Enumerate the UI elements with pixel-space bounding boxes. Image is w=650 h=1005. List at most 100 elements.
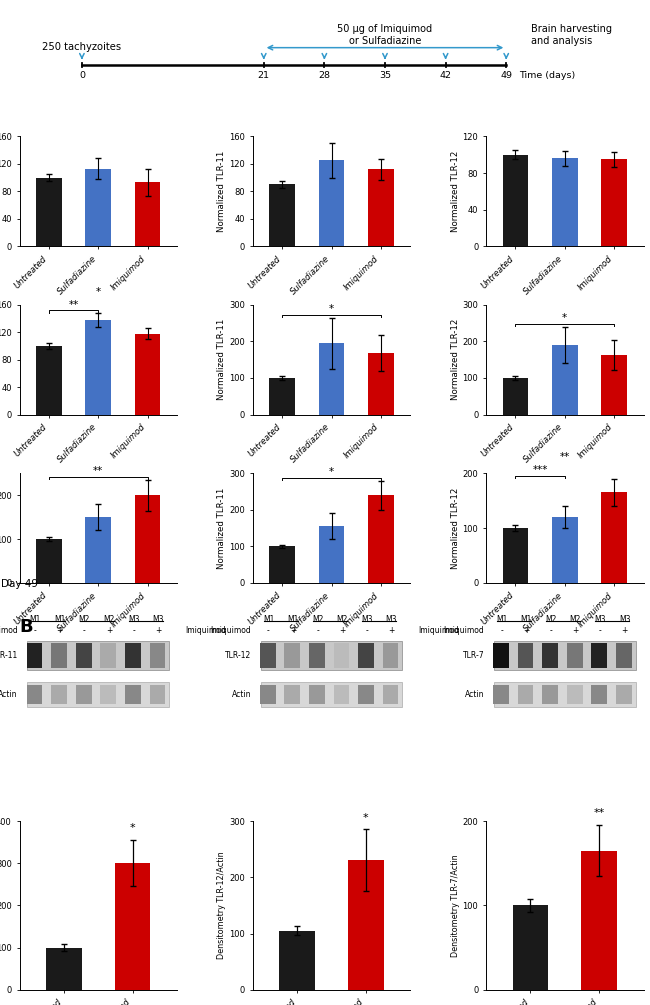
Bar	[502, 155, 528, 246]
Bar	[261, 682, 402, 707]
Text: M3: M3	[594, 615, 606, 624]
Text: M3: M3	[361, 615, 372, 624]
Bar	[86, 518, 111, 583]
Bar	[348, 860, 383, 990]
Bar	[27, 643, 42, 667]
Text: 28: 28	[318, 70, 330, 79]
Text: Imiquimod: Imiquimod	[0, 626, 18, 635]
Text: -: -	[267, 626, 270, 635]
Bar	[567, 684, 582, 705]
Bar	[36, 178, 62, 246]
Text: +: +	[155, 626, 161, 635]
Bar	[581, 850, 617, 990]
Bar	[493, 643, 509, 667]
Text: +: +	[621, 626, 628, 635]
Text: TLR-11: TLR-11	[0, 651, 18, 660]
Text: Actin: Actin	[0, 690, 18, 699]
Bar	[36, 539, 62, 583]
Bar	[383, 684, 398, 705]
Text: M1: M1	[287, 615, 299, 624]
Text: Actin: Actin	[231, 690, 251, 699]
Text: M2: M2	[570, 615, 581, 624]
Text: +: +	[388, 626, 395, 635]
Text: +: +	[523, 626, 530, 635]
Text: 250 tachyzoites: 250 tachyzoites	[42, 42, 122, 52]
Bar	[27, 641, 169, 670]
Text: *: *	[130, 823, 135, 833]
Bar	[125, 684, 140, 705]
Text: +: +	[290, 626, 296, 635]
Text: **: **	[68, 299, 79, 310]
Bar	[502, 378, 528, 414]
Bar	[601, 160, 627, 246]
Y-axis label: Densitometry TLR-12/Actin: Densitometry TLR-12/Actin	[217, 851, 226, 960]
Text: Imiquimod: Imiquimod	[418, 626, 459, 635]
Bar	[51, 643, 67, 667]
Bar	[27, 682, 169, 707]
Text: 50 μg of Imiquimod
or Sulfadiazine: 50 μg of Imiquimod or Sulfadiazine	[337, 24, 432, 46]
Y-axis label: Normalized TLR-12: Normalized TLR-12	[450, 487, 460, 569]
Bar	[100, 643, 116, 667]
Bar	[27, 684, 42, 705]
Text: -: -	[317, 626, 319, 635]
Text: TLR-7: TLR-7	[463, 651, 484, 660]
Text: 35: 35	[379, 70, 391, 79]
Bar	[616, 643, 632, 667]
Bar	[383, 643, 398, 667]
Bar	[125, 643, 140, 667]
Text: M2: M2	[103, 615, 114, 624]
Text: M1: M1	[54, 615, 66, 624]
Text: TLR-12: TLR-12	[225, 651, 251, 660]
Bar	[358, 643, 374, 667]
Text: M1: M1	[29, 615, 41, 624]
Bar	[494, 682, 636, 707]
Bar	[76, 643, 92, 667]
Text: -: -	[365, 626, 368, 635]
Text: 42: 42	[439, 70, 452, 79]
Bar	[135, 334, 161, 414]
Y-axis label: Normalized TLR-11: Normalized TLR-11	[217, 487, 226, 569]
Bar	[285, 643, 300, 667]
Text: M3: M3	[152, 615, 164, 624]
Bar	[502, 528, 528, 583]
Bar	[368, 170, 393, 246]
Text: -: -	[500, 626, 503, 635]
Bar	[493, 684, 509, 705]
Bar	[494, 641, 636, 670]
Text: M2: M2	[312, 615, 323, 624]
Y-axis label: Normalized TLR-12: Normalized TLR-12	[450, 151, 460, 232]
Bar	[542, 684, 558, 705]
Bar	[542, 643, 558, 667]
Text: *: *	[329, 467, 334, 477]
Text: Brain harvesting
and analysis: Brain harvesting and analysis	[531, 24, 612, 46]
Text: *: *	[363, 813, 369, 823]
Y-axis label: Densitometry TLR-7/Actin: Densitometry TLR-7/Actin	[450, 854, 460, 957]
Bar	[318, 527, 344, 583]
Bar	[567, 643, 582, 667]
Bar	[616, 684, 632, 705]
Bar	[552, 518, 577, 583]
Bar	[280, 931, 315, 990]
Bar	[309, 684, 325, 705]
Text: M1: M1	[496, 615, 508, 624]
Bar	[100, 684, 116, 705]
Bar	[592, 684, 607, 705]
Text: Actin: Actin	[465, 690, 484, 699]
Bar	[368, 495, 393, 583]
Text: M3: M3	[619, 615, 630, 624]
Bar	[318, 161, 344, 246]
Bar	[601, 355, 627, 414]
Y-axis label: Normalized TLR-12: Normalized TLR-12	[450, 319, 460, 400]
Text: -: -	[599, 626, 601, 635]
Text: **: **	[93, 466, 103, 476]
Bar	[601, 492, 627, 583]
Bar	[115, 863, 150, 990]
Text: M3: M3	[128, 615, 139, 624]
Bar	[150, 684, 165, 705]
Bar	[135, 182, 161, 246]
Text: *: *	[96, 286, 101, 296]
Text: Imiquimod: Imiquimod	[211, 626, 251, 635]
Y-axis label: Normalized TLR-11: Normalized TLR-11	[217, 319, 226, 400]
Text: M1: M1	[521, 615, 532, 624]
Bar	[358, 684, 374, 705]
